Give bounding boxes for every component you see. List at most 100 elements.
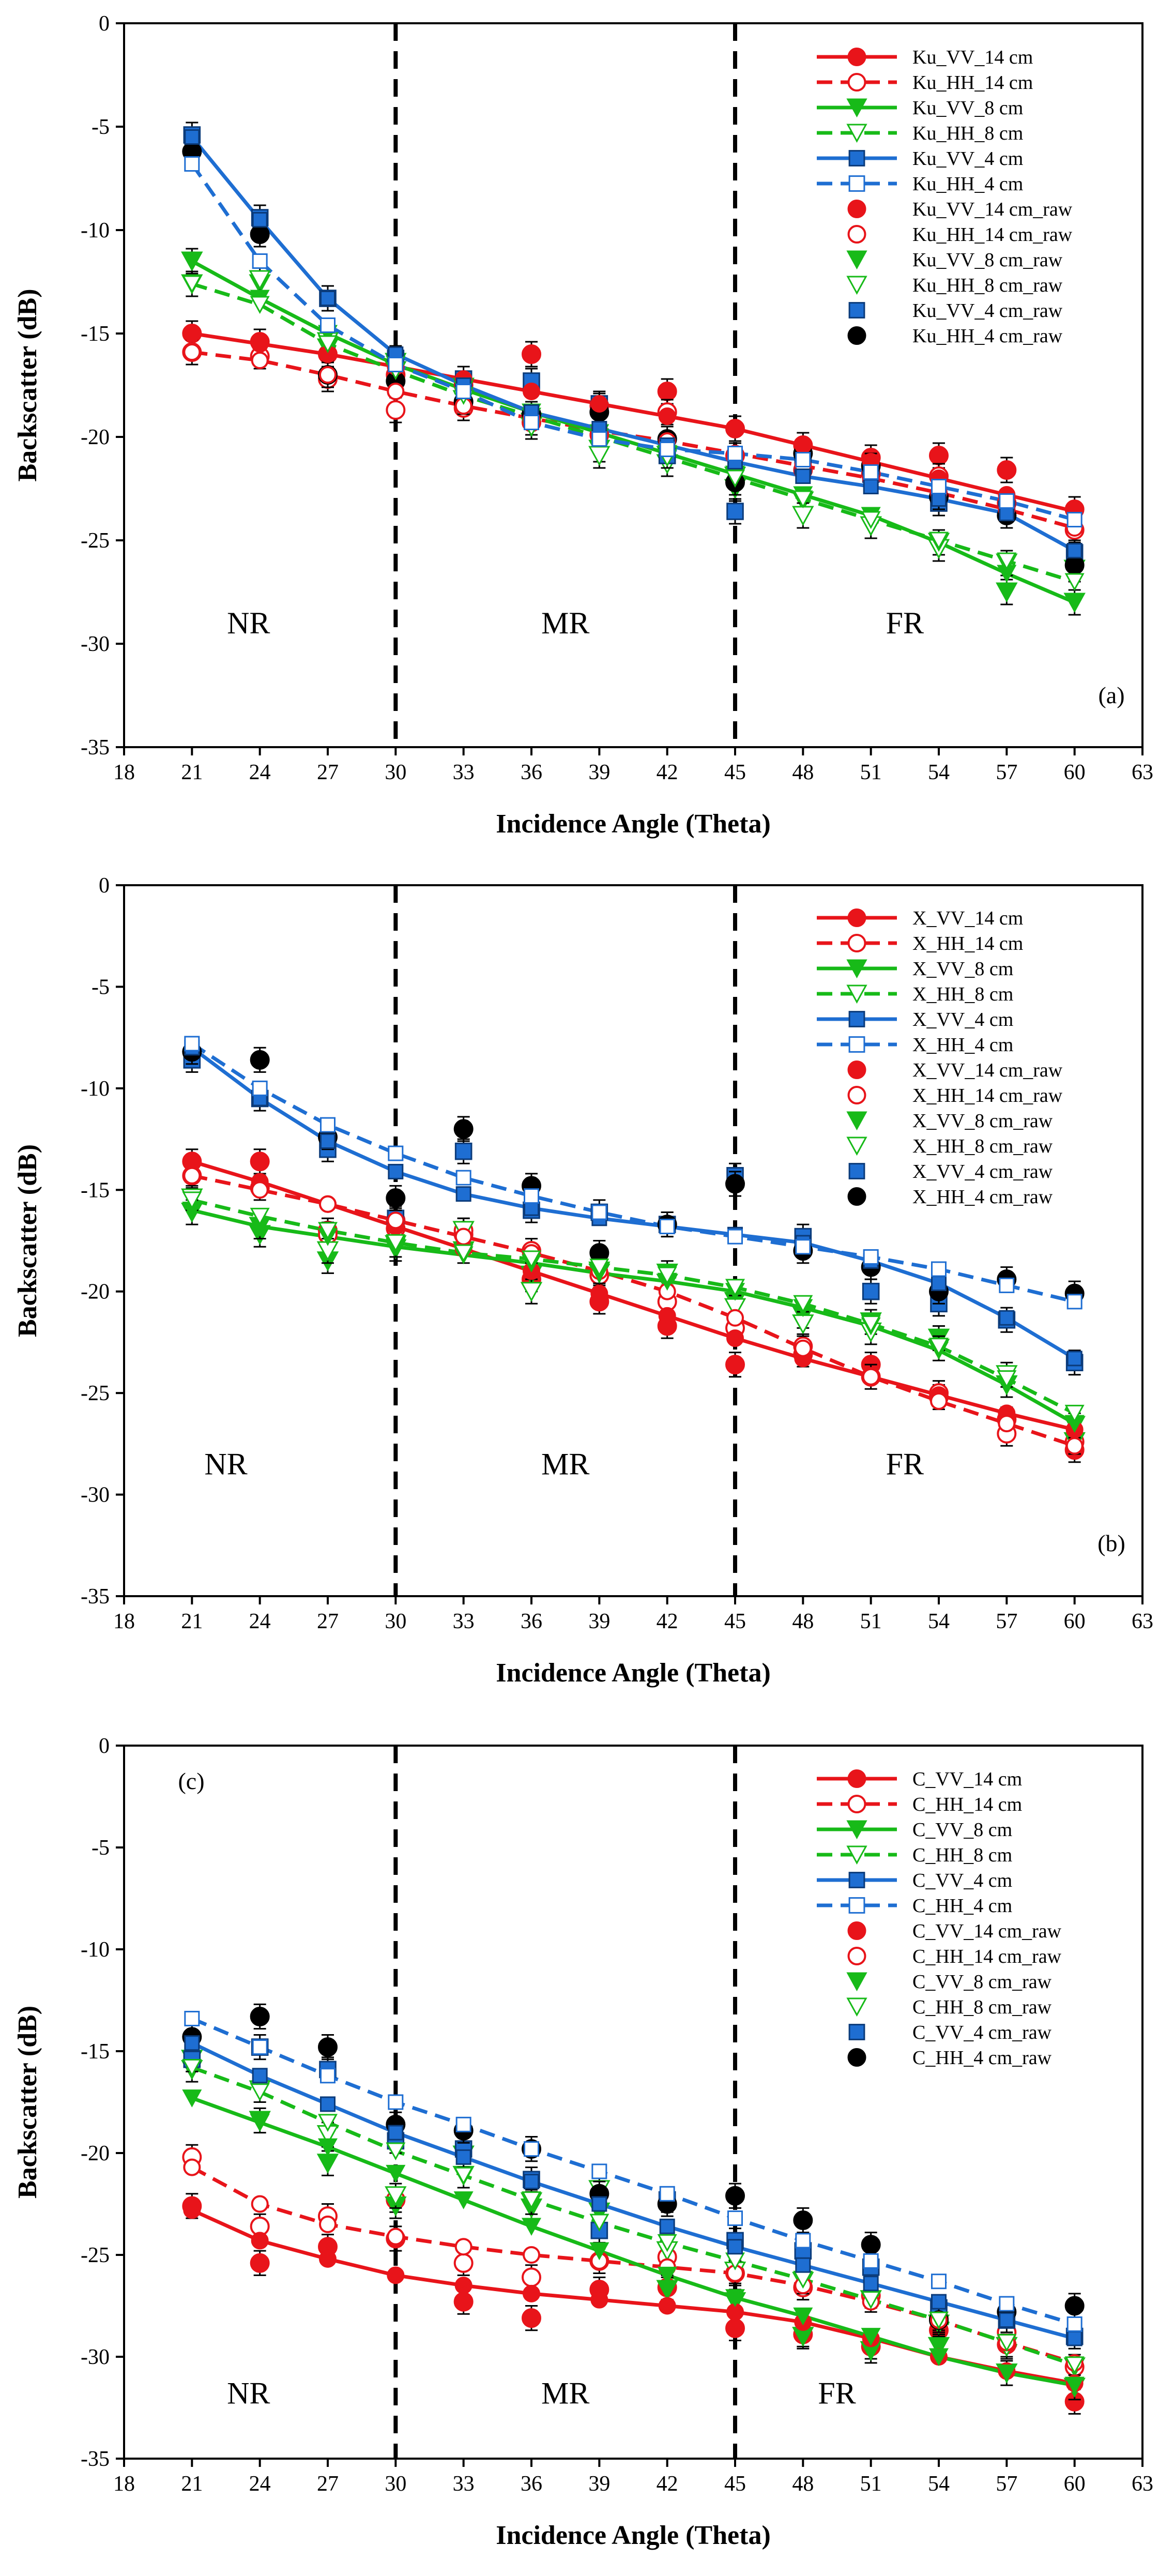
series-point xyxy=(590,1284,608,1302)
series-point xyxy=(317,2114,338,2132)
x-tick-label: 18 xyxy=(113,2472,135,2496)
series-point xyxy=(386,1234,406,1252)
x-tick-label: 33 xyxy=(453,2472,475,2496)
series-point xyxy=(388,2125,404,2141)
legend-marker xyxy=(847,2048,866,2067)
raw-data-point xyxy=(386,400,406,420)
legend-label: X_VV_4 cm_raw xyxy=(912,1161,1053,1183)
series-point xyxy=(250,2083,270,2101)
series-point xyxy=(928,532,949,550)
series-point xyxy=(999,493,1015,509)
series-point xyxy=(320,2068,336,2084)
series-point xyxy=(250,296,270,314)
series-point xyxy=(863,479,879,494)
x-tick-label: 60 xyxy=(1064,1610,1086,1633)
series-point xyxy=(387,2228,405,2246)
y-tick-label: 0 xyxy=(99,874,110,898)
series-line xyxy=(191,1208,1076,1426)
panel-label: (a) xyxy=(1098,682,1124,708)
raw-data-point xyxy=(386,1188,406,1208)
y-axis-title: Backscatter (dB) xyxy=(13,1144,42,1337)
series-point xyxy=(863,2253,879,2269)
x-tick-label: 45 xyxy=(724,2472,746,2496)
legend-label: Ku_VV_8 cm_raw xyxy=(912,249,1063,271)
legend-label: Ku_VV_4 cm xyxy=(912,148,1023,170)
series-point xyxy=(317,335,338,354)
x-tick-label: 30 xyxy=(385,1610,406,1633)
legend-marker xyxy=(848,175,865,192)
region-label-mr: MR xyxy=(541,1447,589,1481)
series-line xyxy=(191,259,1076,604)
series-point xyxy=(388,2094,404,2110)
series-line xyxy=(191,1174,1075,1448)
series-point xyxy=(453,2191,474,2209)
raw-data-point xyxy=(997,460,1017,480)
legend-marker xyxy=(848,2024,865,2040)
legend-label: X_HH_14 cm_raw xyxy=(912,1085,1063,1107)
x-tick-label: 21 xyxy=(181,761,203,784)
y-tick-label: 0 xyxy=(99,12,110,36)
y-tick-label: -10 xyxy=(81,1077,110,1101)
raw-data-point xyxy=(793,2210,813,2231)
raw-data-point xyxy=(250,1050,270,1070)
series-line xyxy=(190,135,1076,553)
legend-marker xyxy=(846,984,867,1004)
x-axis-title: Incidence Angle (Theta) xyxy=(496,2521,771,2550)
legend-marker xyxy=(847,200,866,218)
series-point xyxy=(319,2250,337,2268)
series-point xyxy=(727,1229,743,1245)
series-point xyxy=(320,2096,336,2112)
series-point xyxy=(320,291,336,306)
legend-marker xyxy=(846,1997,867,2017)
series-point xyxy=(997,1370,1017,1388)
series-point xyxy=(320,1117,336,1133)
legend-label: X_VV_4 cm xyxy=(912,1009,1013,1031)
series-point xyxy=(388,1145,404,1161)
legend-label: Ku_HH_8 cm xyxy=(912,123,1023,144)
series-point xyxy=(591,2196,607,2212)
x-tick-label: 33 xyxy=(453,1610,475,1633)
x-tick-label: 63 xyxy=(1132,1610,1153,1633)
series-line xyxy=(191,2096,1075,2387)
series-point xyxy=(251,352,269,369)
legend-label: Ku_HH_8 cm_raw xyxy=(912,275,1063,296)
x-tick-label: 63 xyxy=(1132,2472,1153,2496)
series-point xyxy=(388,357,404,372)
raw-data-point xyxy=(792,1314,814,1335)
series-point xyxy=(251,2195,269,2213)
series-point xyxy=(182,2059,202,2077)
legend-marker xyxy=(848,1163,865,1179)
series-point xyxy=(523,383,540,400)
series-point xyxy=(726,1309,744,1327)
legend-label: C_HH_14 cm xyxy=(912,1794,1022,1815)
chart-panel-c: 18 21 24 27 30 33 36 39 42 45 48 51 54 57 60 63 0 -5 -10 -1… xyxy=(13,1734,1153,2550)
raw-data-point xyxy=(520,1282,543,1302)
series-point xyxy=(931,2294,947,2310)
series-point xyxy=(251,2232,269,2250)
legend-label: Ku_HH_14 cm_raw xyxy=(912,224,1073,246)
legend-label: Ku_HH_14 cm xyxy=(912,72,1033,94)
y-tick-label: -25 xyxy=(81,1382,110,1405)
series-point xyxy=(726,420,744,437)
legend-marker xyxy=(847,1187,866,1206)
legend-marker xyxy=(848,1872,865,1888)
series-line xyxy=(191,350,1075,530)
chart-panel-b: 18 21 24 27 30 33 36 39 42 45 48 51 54 57 60 63 0 -5 -10 -1… xyxy=(13,874,1153,1688)
raw-data-point xyxy=(792,506,814,526)
x-tick-label: 27 xyxy=(317,761,339,784)
raw-data-point xyxy=(454,1142,472,1160)
series-point xyxy=(523,2284,540,2302)
series-point xyxy=(659,2218,675,2234)
series-point xyxy=(863,464,879,480)
chart-panel-a: 18 21 24 27 30 33 36 39 42 45 48 51 54 57 60 63 0 -5 -10 -1… xyxy=(13,12,1153,839)
series-point xyxy=(794,1339,812,1357)
series-point xyxy=(861,511,881,529)
legend-marker xyxy=(848,302,865,319)
legend-marker xyxy=(848,1011,865,1027)
series-point xyxy=(1065,1437,1084,1455)
series-point xyxy=(184,156,200,172)
series-point xyxy=(523,2246,540,2264)
legend-marker xyxy=(847,1769,866,1788)
raw-data-point xyxy=(250,2253,270,2273)
legend-marker xyxy=(847,1795,866,1813)
